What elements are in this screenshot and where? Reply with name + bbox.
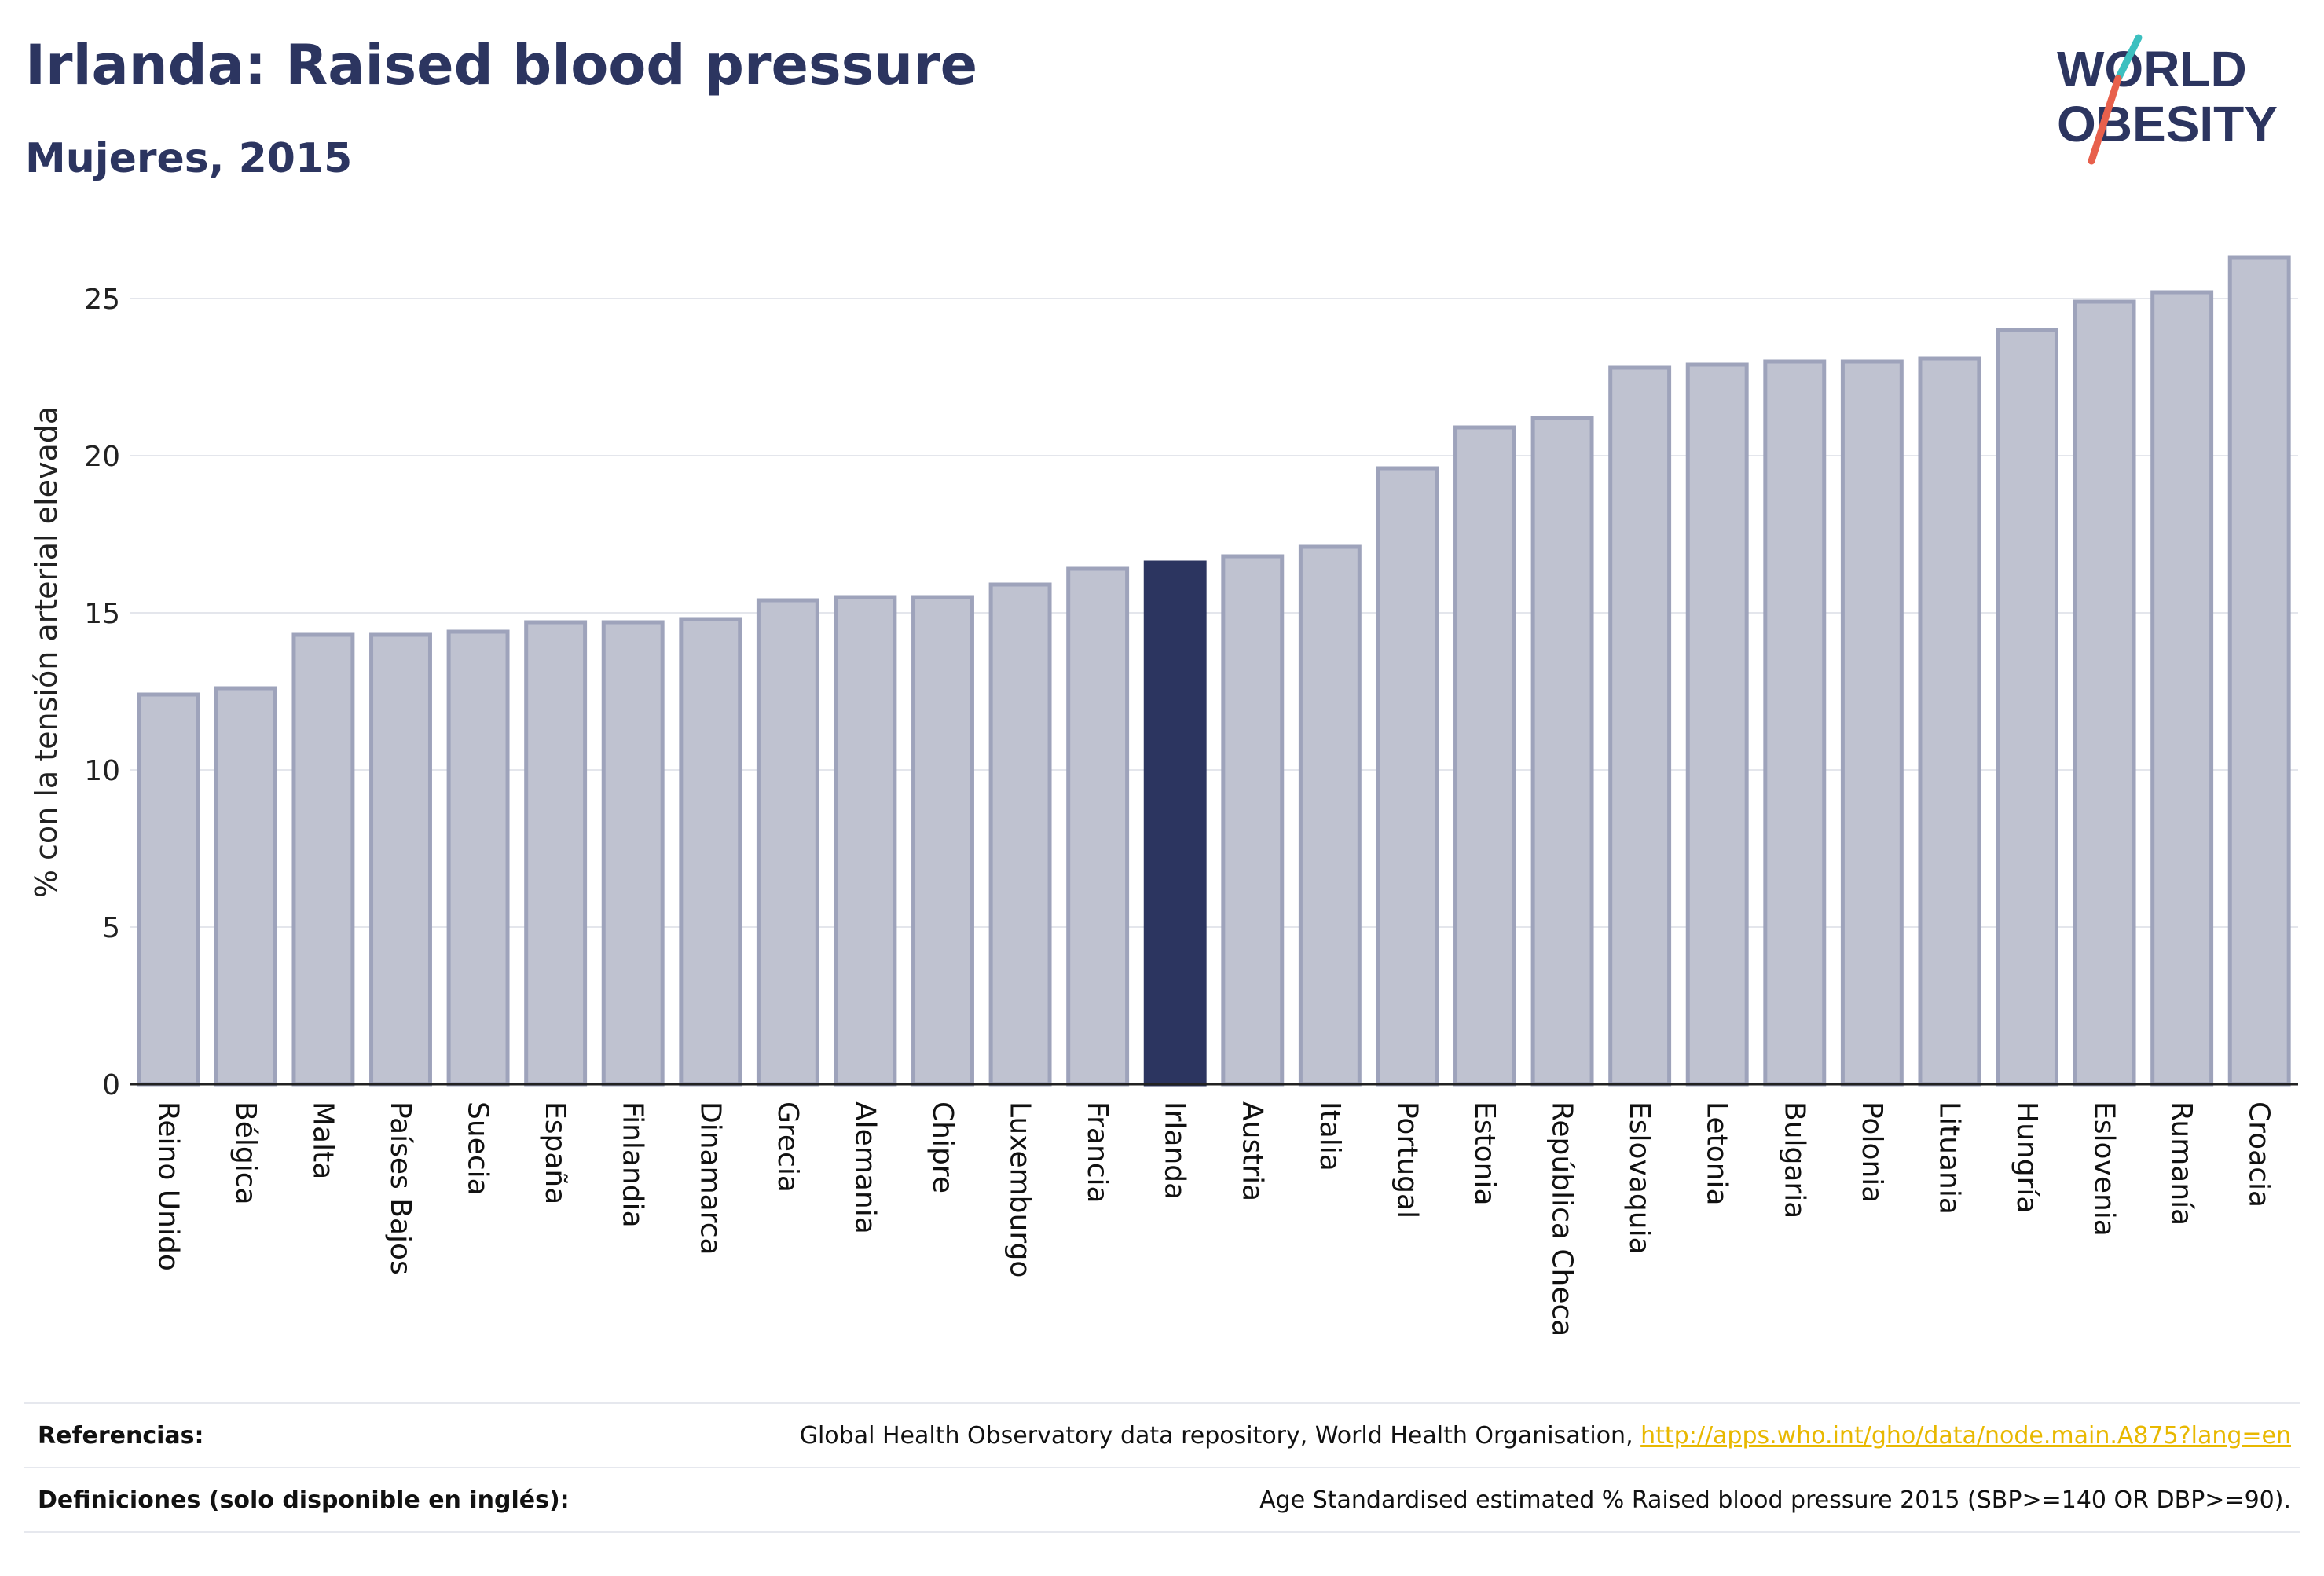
- x-axis-labels: Reino Unido Bélgica Malta Países Bajos Sueci…: [152, 1101, 2275, 1336]
- x-tick-label: Alemania: [849, 1101, 881, 1234]
- x-tick-label: Países Bajos: [384, 1101, 416, 1275]
- references-link[interactable]: http://apps.who.int/gho/data/node.main.A…: [1640, 1421, 2291, 1450]
- bar-alemania: [834, 595, 897, 1087]
- bar-luxemburgo: [988, 582, 1052, 1087]
- bar-croacia: [2227, 255, 2291, 1087]
- bar-italia: [1298, 544, 1362, 1087]
- bar-eslovaquia: [1608, 365, 1672, 1087]
- x-tick-label: Austria: [1236, 1101, 1268, 1201]
- bar-bélgica: [214, 686, 277, 1087]
- bar-irlanda: [1143, 560, 1207, 1087]
- y-axis-label: % con la tensión arterial elevada: [29, 406, 64, 898]
- bar-eslovenia: [2073, 299, 2136, 1087]
- x-tick-label: Rumanía: [2165, 1101, 2198, 1226]
- x-tick-label: Croacia: [2243, 1101, 2275, 1208]
- x-tick-label: Letonia: [1701, 1101, 1733, 1206]
- bar-bulgaria: [1763, 359, 1827, 1087]
- x-tick-label: Luxemburgo: [1004, 1101, 1036, 1277]
- bar-chipre: [911, 595, 974, 1087]
- chart-subtitle: Mujeres, 2015: [25, 135, 353, 182]
- y-tick-label: 5: [102, 912, 120, 944]
- bar-austria: [1221, 554, 1285, 1087]
- x-tick-label: Bulgaria: [1778, 1101, 1810, 1219]
- x-tick-label: Chipre: [926, 1101, 959, 1193]
- bar-finlandia: [601, 620, 665, 1087]
- y-axis-ticks: 0 5 10 15 20 25: [84, 284, 120, 1101]
- world-obesity-logo: WORLD OBESITY: [2057, 34, 2278, 165]
- bar-lituania: [1918, 356, 1981, 1087]
- x-tick-label: Malta: [306, 1101, 339, 1179]
- x-tick-label: Dinamarca: [694, 1101, 726, 1255]
- bar-portugal: [1376, 466, 1439, 1087]
- x-tick-label: Francia: [1081, 1101, 1113, 1204]
- bar-suecia: [446, 629, 510, 1087]
- logo-line1: WORLD: [2057, 41, 2247, 97]
- chart-title: Irlanda: Raised blood pressure: [25, 33, 978, 97]
- x-tick-label: Polonia: [1856, 1101, 1888, 1203]
- bar-chart: 0 5 10 15 20 25 % con la tensión arterial ele…: [29, 255, 2298, 1336]
- x-tick-label: Bélgica: [229, 1101, 262, 1205]
- bar-francia: [1066, 566, 1130, 1087]
- y-tick-label: 10: [84, 755, 120, 787]
- references-text: Global Health Observatory data repositor…: [799, 1421, 1641, 1450]
- references-label: Referencias:: [38, 1421, 204, 1450]
- bar-polonia: [1840, 359, 1904, 1087]
- x-tick-label: Eslovaquia: [1623, 1101, 1655, 1255]
- x-tick-label: Suecia: [462, 1101, 494, 1196]
- footer: Referencias: Global Health Observatory d…: [24, 1402, 2300, 1544]
- x-tick-label: Lituania: [1933, 1101, 1965, 1215]
- definitions-label: Definiciones (solo disponible en inglés)…: [38, 1486, 570, 1514]
- x-tick-label: Grecia: [772, 1101, 804, 1193]
- bar-malta: [291, 632, 355, 1087]
- bar-países-bajos: [369, 632, 432, 1087]
- bar-estonia: [1453, 425, 1516, 1087]
- y-tick-label: 15: [84, 598, 120, 630]
- y-tick-label: 25: [84, 284, 120, 316]
- x-tick-label: Estonia: [1468, 1101, 1501, 1206]
- bar-grecia: [756, 598, 819, 1087]
- bar-rumanía: [2150, 290, 2214, 1087]
- bar-hungría: [1996, 328, 2058, 1087]
- x-tick-label: Irlanda: [1159, 1101, 1191, 1200]
- y-tick-label: 0: [102, 1069, 120, 1101]
- x-tick-label: Hungría: [2011, 1101, 2043, 1213]
- bar-reino-unido: [137, 692, 200, 1087]
- bars: [137, 255, 2291, 1087]
- x-tick-label: Reino Unido: [152, 1101, 184, 1271]
- x-tick-label: República Checa: [1546, 1101, 1578, 1336]
- x-tick-label: Portugal: [1391, 1101, 1423, 1219]
- bar-letonia: [1685, 362, 1749, 1087]
- definitions-row: Definiciones (solo disponible en inglés)…: [24, 1467, 2300, 1533]
- references-row: Referencias: Global Health Observatory d…: [24, 1402, 2300, 1467]
- bar-españa: [524, 620, 588, 1087]
- references-value: Global Health Observatory data repositor…: [800, 1422, 2300, 1450]
- definitions-text: Age Standardised estimated % Raised bloo…: [1259, 1486, 2291, 1514]
- x-tick-label: España: [539, 1101, 571, 1204]
- bar-república-checa: [1530, 416, 1594, 1087]
- bar-dinamarca: [679, 617, 742, 1087]
- x-tick-label: Finlandia: [617, 1101, 649, 1228]
- y-tick-label: 20: [84, 441, 120, 473]
- x-tick-label: Eslovenia: [2088, 1101, 2121, 1237]
- x-tick-label: Italia: [1314, 1101, 1346, 1171]
